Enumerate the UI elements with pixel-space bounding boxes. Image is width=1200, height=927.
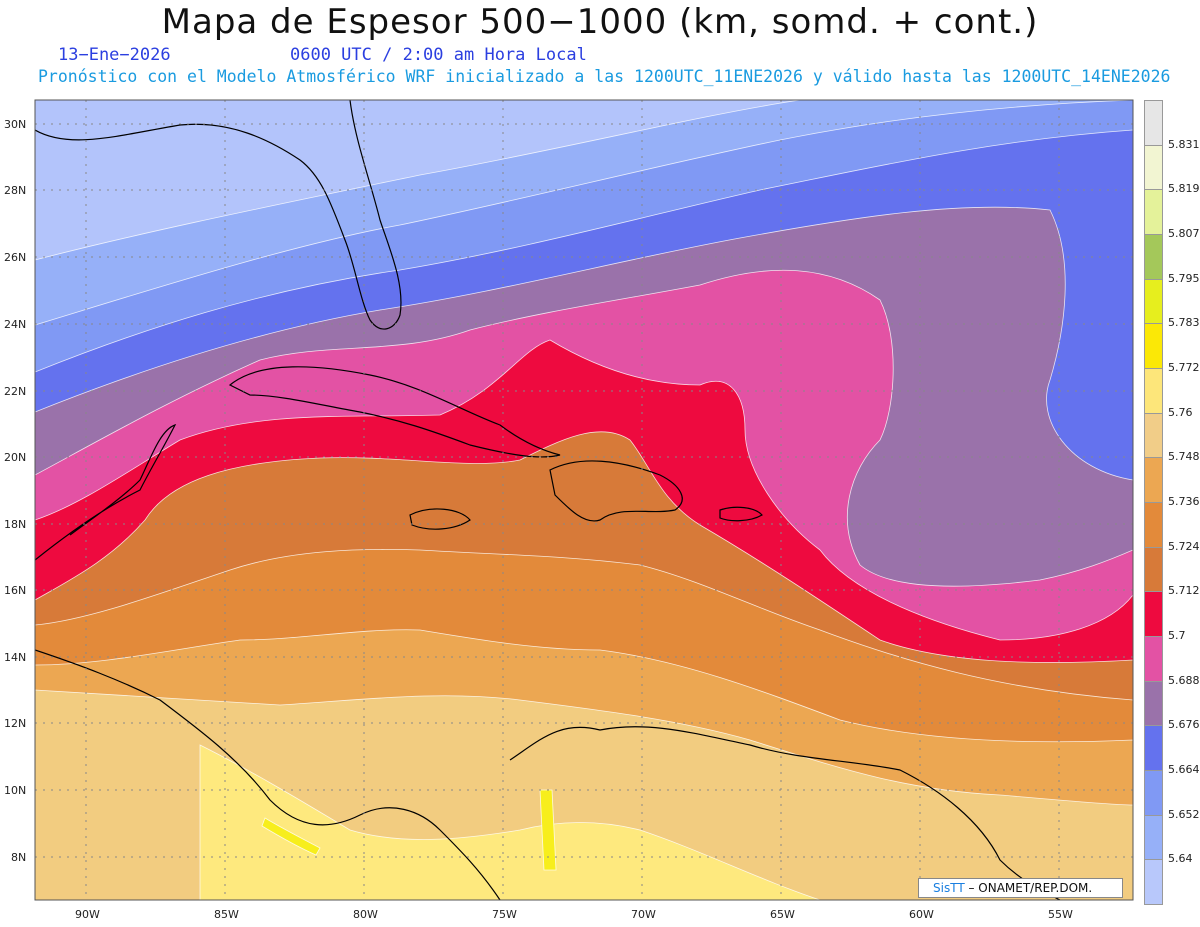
legend-swatch [1144,189,1163,235]
map-frame [34,99,1134,901]
legend-swatch [1144,278,1163,325]
color-legend [1144,100,1164,905]
lon-label: 85W [214,908,239,921]
lat-label: 30N [4,118,26,131]
legend-swatch [1144,770,1163,816]
legend-swatch [1144,546,1163,593]
legend-label: 5.688 [1168,673,1200,687]
lat-label: 26N [4,251,26,264]
lon-label: 80W [353,908,378,921]
latitude-labels: 30N 28N 26N 24N 22N 20N 18N 16N 14N 12N … [4,118,26,864]
jamaica [409,508,471,530]
graticule [35,100,1133,900]
legend-label: 5.783 [1168,316,1200,330]
legend-swatch [1144,502,1163,548]
longitude-labels: 90W 85W 80W 75W 70W 65W 60W 55W [75,908,1073,921]
lon-label: 55W [1048,908,1073,921]
band-5772 [199,744,821,900]
legend-label: 5.664 [1168,763,1200,776]
organization-label: – ONAMET/REP.DOM. [964,881,1093,895]
credit-box: SisTT – ONAMET/REP.DOM. [918,878,1123,898]
lat-label: 12N [4,717,26,730]
legend-label: 5.748 [1168,450,1200,464]
lon-label: 70W [631,908,656,921]
legend-label: 5.724 [1168,539,1200,553]
lat-label: 8N [11,851,26,864]
legend-swatch [1144,591,1163,637]
legend-swatch [1144,144,1163,191]
lon-label: 75W [492,908,517,921]
coastlines [35,100,1061,900]
lon-label: 65W [770,908,795,921]
lat-label: 18N [4,518,26,531]
lon-label: 90W [75,908,100,921]
lon-label: 60W [909,908,934,921]
lat-label: 24N [4,318,26,331]
legend-label: 5.736 [1168,495,1200,508]
legend-swatch [1144,457,1163,503]
map-title: Mapa de Espesor 500−1000 (km, somd. + co… [161,2,1039,42]
legend-label: 5.772 [1168,361,1200,374]
legend-label: 5.7 [1168,629,1186,642]
legend-swatch [1144,100,1163,146]
legend-label: 5.76 [1168,405,1193,419]
lat-label: 10N [4,784,26,797]
legend-label: 5.831 [1168,137,1200,151]
model-description: Pronóstico con el Modelo Atmosférico WRF… [38,67,1171,86]
legend-label: 5.712 [1168,584,1200,598]
legend-swatch [1144,323,1163,369]
lat-label: 16N [4,584,26,597]
legend-label: 5.819 [1168,182,1200,196]
hispaniola [549,460,683,522]
lat-label: 22N [4,385,26,398]
legend-label: 5.676 [1168,718,1200,732]
south-america-coast [509,726,1061,900]
legend-swatch [1144,234,1163,280]
legend-label: 5.807 [1168,227,1200,240]
legend-swatch [1144,859,1163,905]
forecast-time: 0600 UTC / 2:00 am Hora Local [290,45,587,65]
brand-label: SisTT [933,881,965,895]
legend-swatch [1144,636,1163,682]
legend-swatch [1144,680,1163,727]
legend-swatch [1144,725,1163,771]
puerto-rico [719,506,763,522]
legend-label: 5.64 [1168,852,1193,866]
legend-swatch [1144,368,1163,414]
gulf-coast [35,100,402,330]
lat-label: 14N [4,651,26,664]
legend-label: 5.795 [1168,271,1200,285]
legend-swatch [1144,814,1163,861]
legend-label: 5.652 [1168,807,1200,821]
yucatan-central-america [35,423,501,900]
lat-label: 28N [4,184,26,197]
legend-swatch [1144,412,1163,459]
forecast-date: 13−Ene−2026 [58,45,171,65]
cuba [228,366,561,458]
lat-label: 20N [4,451,26,464]
